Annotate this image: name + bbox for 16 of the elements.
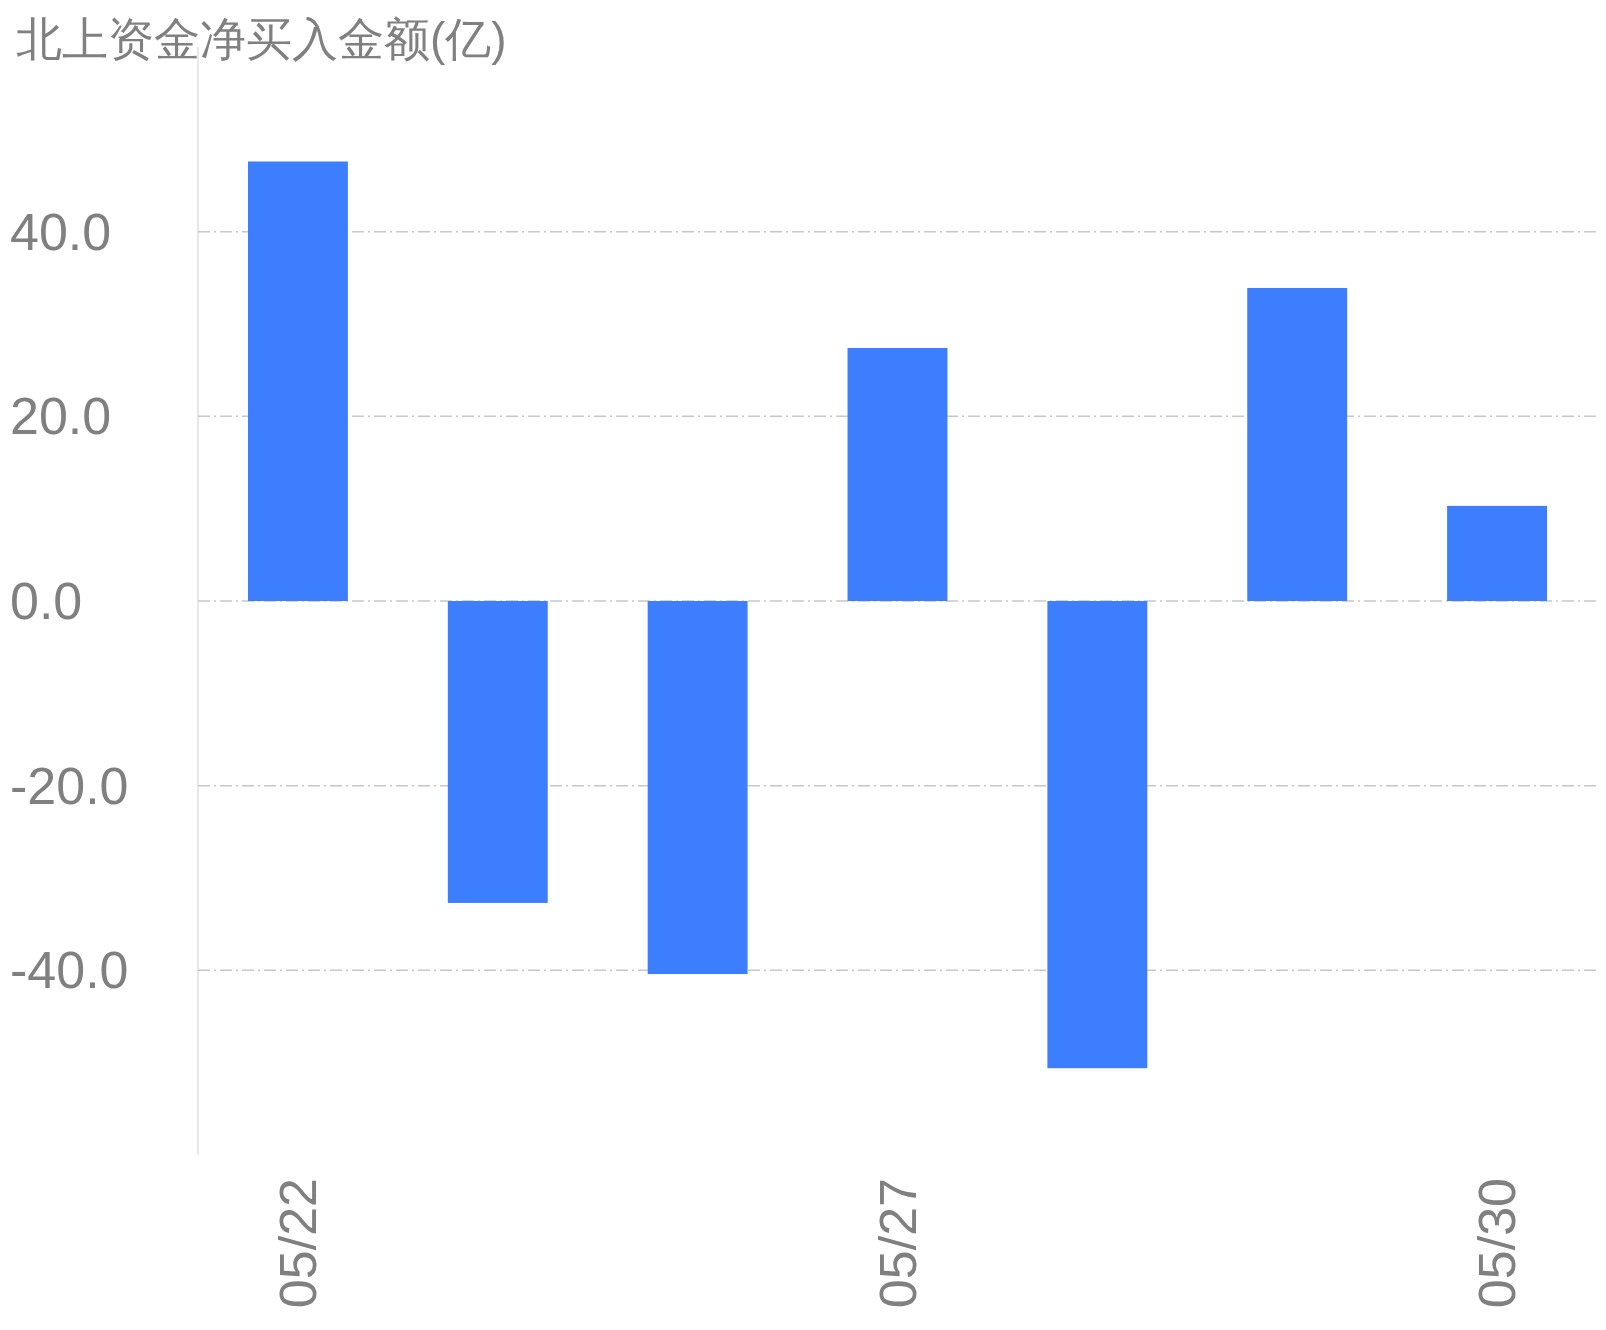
bar (1447, 505, 1548, 601)
y-tick-label: 20.0 (10, 387, 112, 446)
x-tick-label: 05/22 (268, 1178, 327, 1309)
bar (1047, 601, 1148, 1069)
y-tick-label: 0.0 (10, 572, 83, 630)
bar (647, 601, 748, 975)
y-tick-label: 40.0 (10, 202, 112, 261)
x-tick-label: 05/30 (1468, 1178, 1527, 1309)
y-tick-label: -40.0 (10, 941, 129, 1000)
bar (447, 601, 548, 903)
x-tick-label: 05/27 (868, 1178, 927, 1309)
bar (247, 161, 348, 601)
chart-title: 北上资金净买入金额(亿) (16, 13, 507, 65)
bar (847, 348, 948, 601)
y-tick-label: -20.0 (10, 756, 129, 815)
bar (1247, 287, 1348, 601)
